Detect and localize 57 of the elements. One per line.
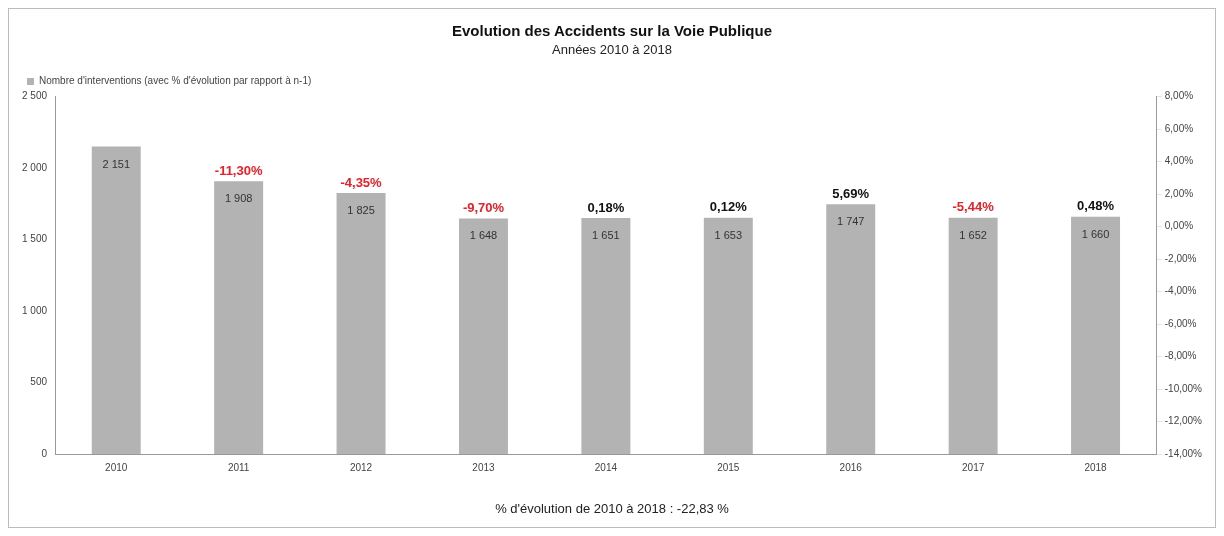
y2-tick-label: 6,00% <box>1164 122 1194 134</box>
bar <box>703 217 753 454</box>
annotation: 0,18% <box>587 199 625 215</box>
annotation: -4,35% <box>340 174 383 190</box>
y-tick-label: 1 500 <box>21 233 48 245</box>
bar <box>581 217 631 454</box>
chart-subtitle: Années 2010 à 2018 <box>552 42 672 58</box>
annotation: 5,69% <box>832 185 870 201</box>
y2-tick-label: -8,00% <box>1164 350 1197 362</box>
y-tick-label: 1 000 <box>21 304 48 316</box>
data-label: 1 660 <box>1081 227 1110 240</box>
data-label: 1 908 <box>224 192 253 205</box>
data-label: 1 747 <box>836 215 865 228</box>
legend-label: Nombre d'interventions (avec % d'évolution par rapport à n-1) <box>39 75 312 87</box>
text: % d'évolution de 2010 à 2018 : -22,83 % <box>495 500 730 516</box>
bar <box>91 146 141 454</box>
bar <box>214 181 264 454</box>
y-tick-label: 2 500 <box>21 90 48 102</box>
bar <box>458 218 508 454</box>
annotation: -5,44% <box>952 199 995 215</box>
annotation: 0,48% <box>1077 198 1115 214</box>
y2-tick-label: 4,00% <box>1164 155 1194 167</box>
x-tick-label: 2011 <box>227 461 250 473</box>
x-tick-label: 2014 <box>594 461 618 473</box>
y2-tick-label: 0,00% <box>1164 220 1194 232</box>
data-label: 2 151 <box>102 157 130 170</box>
y2-tick-label: -4,00% <box>1164 285 1197 297</box>
y-tick-label: 2 000 <box>21 161 48 173</box>
x-tick-label: 2017 <box>962 461 985 473</box>
data-label: 1 651 <box>592 229 620 241</box>
y2-tick-label: -2,00% <box>1164 252 1197 264</box>
y2-tick-label: 8,00% <box>1164 90 1194 102</box>
y-tick-label: 0 <box>41 447 48 459</box>
bar <box>826 204 876 454</box>
annotation: -9,70% <box>462 199 505 215</box>
bar <box>336 193 386 454</box>
y2-tick-label: -6,00% <box>1164 317 1197 329</box>
chart-title: Evolution des Accidents sur la Voie Publique <box>451 22 773 40</box>
x-tick-label: 2015 <box>717 461 740 473</box>
annotation: 0,12% <box>709 199 748 215</box>
data-label: 1 652 <box>959 228 987 241</box>
y2-tick-label: -12,00% <box>1164 415 1203 427</box>
annotation: -11,30% <box>214 162 263 178</box>
x-tick-label: 2016 <box>839 461 863 473</box>
bar <box>1071 216 1121 454</box>
x-tick-label: 2010 <box>105 461 128 473</box>
x-tick-label: 2018 <box>1084 461 1108 473</box>
y2-tick-label: -14,00% <box>1164 447 1203 459</box>
bar <box>948 217 998 454</box>
y-tick-label: 500 <box>30 376 48 388</box>
x-tick-label: 2013 <box>472 461 496 473</box>
data-label: 1 825 <box>347 204 375 217</box>
data-label: 1 653 <box>714 228 743 241</box>
y2-tick-label: -10,00% <box>1164 382 1203 394</box>
x-tick-label: 2012 <box>349 461 373 473</box>
data-label: 1 648 <box>469 229 498 242</box>
y2-tick-label: 2,00% <box>1164 187 1194 199</box>
